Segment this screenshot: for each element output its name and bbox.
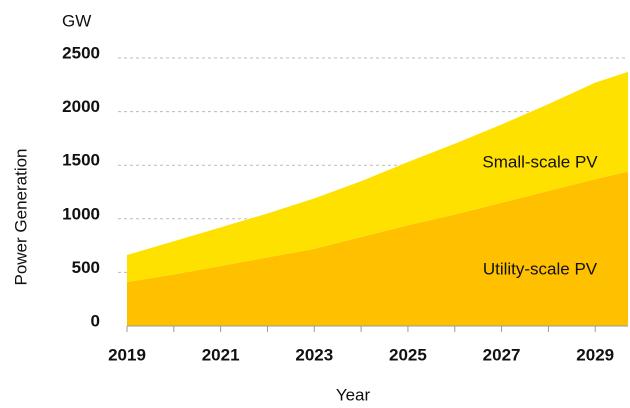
area [127,171,628,326]
y-tick-label: 0 [91,311,100,330]
x-tick-label: 2029 [576,345,614,364]
area [127,71,628,283]
y-tick-label: 500 [72,258,100,277]
x-tick-label: 2019 [108,345,146,364]
y-tick-label: 1500 [62,151,100,170]
y-axis-label: Power Generation [11,148,30,285]
y-tick-label: 2000 [62,97,100,116]
x-tick-label: 2025 [389,345,427,364]
y-tick-label: 2500 [62,43,100,62]
x-tick-label: 2021 [202,345,240,364]
x-axis-label: Year [336,385,371,404]
x-tick-label: 2023 [295,345,333,364]
series-label: Utility-scale PV [483,259,598,278]
x-tick-label: 2027 [483,345,521,364]
unit-label: GW [62,11,91,30]
y-tick-label: 1000 [62,204,100,223]
series-label: Small-scale PV [482,152,598,171]
